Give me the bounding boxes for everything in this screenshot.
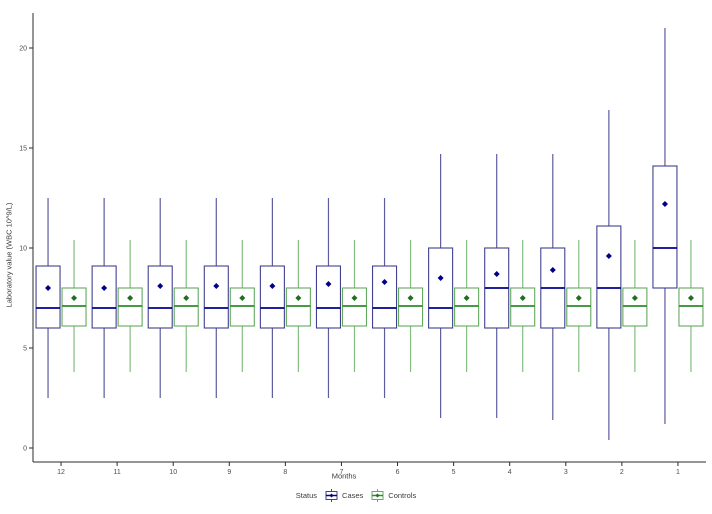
legend-item-controls: Controls	[370, 488, 416, 503]
svg-text:12: 12	[57, 469, 65, 476]
svg-text:20: 20	[19, 46, 27, 53]
y-axis-title: Laboratory value (WBC 10^9/L)	[4, 202, 14, 308]
svg-text:1: 1	[676, 469, 680, 476]
legend-label-controls: Controls	[388, 491, 417, 500]
svg-text:8: 8	[283, 469, 287, 476]
svg-text:0: 0	[23, 446, 27, 453]
legend-item-cases: Cases	[324, 488, 363, 503]
svg-text:10: 10	[169, 469, 177, 476]
cases-boxplot-key-icon	[324, 488, 339, 503]
svg-text:10: 10	[19, 246, 27, 253]
legend-title: Status	[295, 491, 318, 500]
svg-text:6: 6	[396, 469, 400, 476]
svg-text:5: 5	[23, 346, 27, 353]
legend: Status Cases Controls	[0, 488, 712, 503]
legend-label-cases: Cases	[342, 491, 364, 500]
svg-text:3: 3	[564, 469, 568, 476]
svg-text:11: 11	[113, 469, 120, 476]
svg-text:9: 9	[227, 469, 231, 476]
svg-text:7: 7	[340, 469, 344, 476]
svg-text:15: 15	[19, 146, 27, 153]
x-axis-title: Months	[331, 471, 357, 481]
svg-text:5: 5	[452, 469, 456, 476]
svg-text:4: 4	[508, 469, 512, 476]
svg-text:2: 2	[620, 469, 624, 476]
controls-boxplot-key-icon	[370, 488, 385, 503]
